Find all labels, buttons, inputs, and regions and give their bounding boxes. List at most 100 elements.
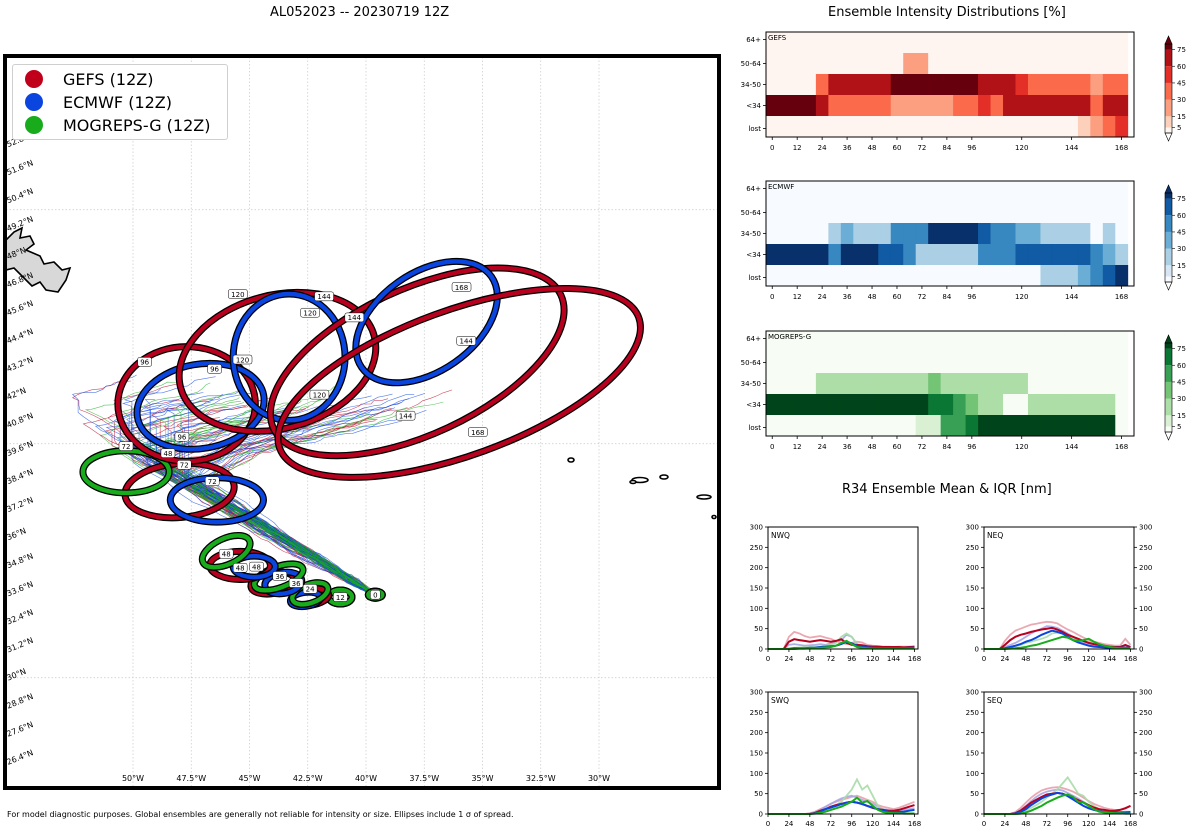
heatmap-cell — [803, 53, 817, 75]
colorbar-label: 60 — [1177, 63, 1186, 71]
ellipse-gefs-144 — [268, 265, 567, 458]
heatmap-cell — [1102, 32, 1116, 54]
heatmap-cell — [865, 373, 879, 395]
lat-tick-label: 31.2°N — [5, 636, 34, 655]
heatmap-cell — [1077, 74, 1091, 96]
heatmap-cell — [928, 53, 942, 75]
colorbar-segment — [1165, 381, 1172, 399]
heatmap-panel-label: ECMWF — [768, 183, 794, 191]
heatmap-cell — [766, 331, 779, 353]
heatmap-cell — [953, 394, 966, 416]
heatmap-cell — [1027, 116, 1041, 138]
lat-tick-label: 34.8°N — [5, 552, 34, 571]
heatmap-x-label: 60 — [893, 443, 902, 451]
heatmap-cell — [1065, 53, 1079, 75]
heatmap-cell — [853, 181, 867, 203]
heatmap-cell — [1052, 32, 1066, 54]
ensemble-track-mogreps-g — [172, 403, 376, 595]
heatmap-cell — [828, 331, 842, 353]
heatmap-cell — [953, 415, 966, 437]
r34-x-label: 0 — [982, 820, 986, 828]
heatmap-cell — [915, 415, 929, 437]
heatmap-cell — [803, 331, 817, 353]
colorbar-segment — [1165, 193, 1172, 199]
heatmap-cell — [1102, 244, 1116, 266]
colorbar-segment — [1165, 398, 1172, 416]
r34-x-label: 96 — [1063, 820, 1072, 828]
heatmap-x-label: 96 — [967, 443, 976, 451]
heatmap-cell — [990, 394, 1004, 416]
heatmap-cell — [890, 202, 904, 224]
colorbar-segment — [1165, 99, 1172, 117]
heatmap-cell — [890, 244, 904, 266]
r34-x-label: 144 — [887, 655, 901, 663]
colorbar-label: 30 — [1177, 96, 1186, 104]
r34-x-label: 120 — [1082, 655, 1095, 663]
heatmap-gefs: GEFS 64+ 50-64 34-50 <34 lost 0 12 24 36 48 60 72 84 9… — [741, 31, 1186, 152]
heatmap-cell — [928, 265, 942, 287]
heatmap-y-label: 34-50 — [741, 81, 761, 89]
lon-tick-label: 30°W — [588, 774, 610, 783]
heatmap-cell — [840, 331, 854, 353]
colorbar-label: 5 — [1177, 273, 1181, 281]
forecast-hour-label: 48 — [222, 551, 231, 559]
lon-tick-label: 32.5°W — [526, 774, 556, 783]
heatmap-cell — [1027, 352, 1041, 374]
heatmap-cell — [928, 223, 942, 245]
ellipse-ecmwf-144 — [353, 259, 500, 385]
lat-tick-label: 40.8°N — [5, 411, 34, 430]
heatmap-cell — [903, 202, 917, 224]
heatmap-cell — [1065, 352, 1079, 374]
heatmap-cell — [890, 394, 904, 416]
heatmap-cell — [803, 181, 817, 203]
heatmap-cell — [940, 265, 954, 287]
heatmap-cell — [965, 373, 979, 395]
heatmap-cell — [1027, 202, 1041, 224]
heatmap-cell — [965, 331, 979, 353]
heatmap-cell — [1052, 265, 1066, 287]
r34-plot-bg — [768, 692, 918, 814]
heatmap-cell — [1027, 244, 1041, 266]
heatmap-cell — [928, 352, 942, 374]
heatmap-cell — [766, 181, 779, 203]
heatmap-cell — [803, 95, 817, 117]
heatmap-cell — [1090, 74, 1104, 96]
heatmap-cell — [878, 181, 892, 203]
r34-y-label: 0 — [759, 646, 763, 654]
heatmap-cell — [828, 32, 842, 54]
heatmap-cell — [953, 223, 966, 245]
heatmap-x-label: 72 — [917, 293, 926, 301]
heatmap-cell — [1040, 32, 1054, 54]
r34-y-label: 0 — [759, 811, 763, 819]
heatmap-y-label: 50-64 — [741, 60, 762, 68]
lat-tick-label: 30°N — [5, 667, 27, 683]
heatmap-cell — [828, 181, 842, 203]
heatmap-cell — [790, 265, 804, 287]
heatmap-cell — [990, 116, 1004, 138]
heatmap-cell — [828, 394, 842, 416]
heatmap-cell — [1077, 415, 1091, 437]
heatmap-cell — [1065, 373, 1079, 395]
forecast-hour-label: 144 — [317, 293, 331, 301]
heatmap-cell — [1115, 331, 1129, 353]
heatmap-cell — [865, 244, 879, 266]
heatmap-x-label: 60 — [893, 144, 902, 152]
heatmap-cell — [1102, 223, 1116, 245]
heatmap-cell — [1003, 352, 1016, 374]
heatmap-cell — [953, 116, 966, 138]
ellipse-ecmwf-96 — [134, 361, 267, 452]
heatmap-cell — [853, 331, 867, 353]
track-map: 0 12 24 36 36 48 48 48 72 48 72 72 96 96 96 120 120 120 12… — [3, 54, 721, 790]
heatmap-x-label: 120 — [1015, 293, 1028, 301]
map-legend: GEFS (12Z) ECMWF (12Z) MOGREPS-G (12Z) — [12, 64, 228, 140]
heatmap-cell — [803, 373, 817, 395]
r34-x-label: 24 — [784, 655, 793, 663]
forecast-hour-label: 0 — [373, 591, 377, 599]
heatmap-cell — [1090, 116, 1104, 138]
forecast-hour-label: 120 — [236, 356, 249, 364]
heatmap-cell — [953, 352, 966, 374]
colorbar-segment — [1165, 49, 1172, 67]
heatmap-cell — [903, 53, 917, 75]
colorbar-extend-min — [1164, 281, 1173, 291]
heatmap-cell — [853, 373, 867, 395]
